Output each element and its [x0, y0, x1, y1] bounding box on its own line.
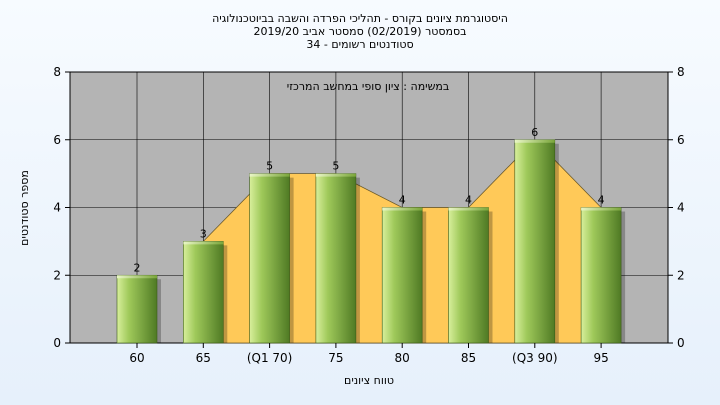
bar: [580, 207, 622, 344]
x-tick-label: (Q3 90): [512, 351, 558, 365]
bar-top: [581, 207, 622, 211]
bar-top: [315, 173, 356, 177]
y-tick-label-left: 2: [53, 268, 61, 282]
y-tick-label-left: 8: [53, 65, 61, 79]
x-tick-label: 85: [461, 351, 476, 365]
bar: [315, 173, 357, 344]
bar: [116, 274, 158, 344]
chart-title-line-2: בסמסטר (02/2019) סמסטר אביב 2019/20: [253, 25, 466, 38]
x-tick-label: 60: [129, 351, 144, 365]
chart-title-line-1: היסטוגרמת ציונים בקורס - תהליכי הפרדה וה…: [212, 12, 508, 25]
bar: [514, 139, 556, 344]
chart-annotation: במשימה : ציון סופי במחשב המרכזי: [287, 80, 450, 93]
bar: [183, 241, 224, 344]
bar-top: [448, 207, 489, 211]
x-tick-label: 95: [593, 351, 608, 365]
x-tick-label: 65: [196, 351, 211, 365]
bar-data-label: 5: [266, 160, 273, 173]
data-labels: 2 3 5 5 4 4 6 4: [134, 126, 605, 275]
bar-data-label: 2: [134, 261, 141, 274]
bar-top: [183, 241, 224, 245]
chart-title-line-3: סטודנטים רשומים - 34: [306, 38, 413, 51]
bar: [249, 173, 290, 344]
y-tick-label-right: 6: [677, 133, 685, 147]
bar: [448, 207, 489, 344]
x-tick-label: 75: [328, 351, 343, 365]
bar-series: [116, 139, 626, 344]
bar-top: [117, 275, 157, 279]
x-tick-label: 80: [395, 351, 410, 365]
bar-data-label: 5: [332, 160, 339, 173]
y-tick-label-right: 2: [677, 268, 685, 282]
bar-data-label: 4: [465, 194, 472, 207]
y-axis-title: מספר סטודנטים: [18, 170, 31, 246]
y-tick-label-left: 0: [53, 336, 61, 350]
bar-top: [514, 139, 555, 143]
bar: [381, 207, 423, 344]
x-axis-title: טווח ציונים: [344, 374, 394, 387]
axis-ticks: 0 02 24 46 68 860 65 (Q1 70) 75 80 85 (Q3 90) 95: [53, 65, 684, 365]
bar-top: [249, 173, 290, 177]
y-tick-label-left: 6: [53, 133, 61, 147]
bar-data-label: 4: [399, 194, 406, 207]
bar-data-label: 3: [200, 227, 207, 240]
bar-data-label: 4: [598, 194, 605, 207]
y-tick-label-left: 4: [53, 201, 61, 215]
x-tick-label: (Q1 70): [247, 351, 293, 365]
y-tick-label-right: 4: [677, 201, 685, 215]
bar-data-label: 6: [531, 126, 538, 139]
y-tick-label-right: 8: [677, 65, 685, 79]
bar-top: [382, 207, 423, 211]
y-tick-label-right: 0: [677, 336, 685, 350]
